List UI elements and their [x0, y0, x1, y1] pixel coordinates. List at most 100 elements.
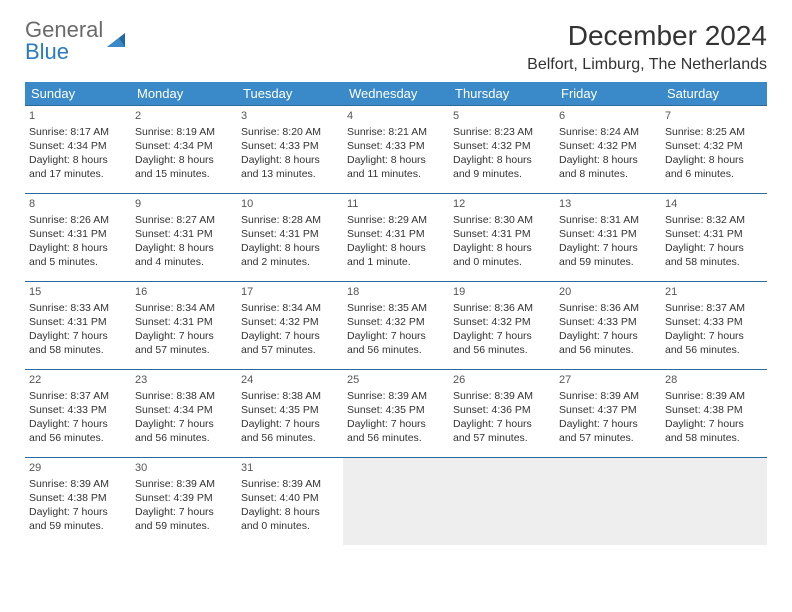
- sunset-line: Sunset: 4:32 PM: [453, 139, 551, 153]
- sunrise-line: Sunrise: 8:34 AM: [241, 301, 339, 315]
- calendar-day: 2Sunrise: 8:19 AMSunset: 4:34 PMDaylight…: [131, 106, 237, 194]
- day-header-row: SundayMondayTuesdayWednesdayThursdayFrid…: [25, 82, 767, 106]
- sunset-line: Sunset: 4:40 PM: [241, 491, 339, 505]
- daylight-line: Daylight: 8 hours and 6 minutes.: [665, 153, 763, 181]
- calendar-day: 24Sunrise: 8:38 AMSunset: 4:35 PMDayligh…: [237, 370, 343, 458]
- day-number: 5: [453, 109, 551, 124]
- sunset-line: Sunset: 4:35 PM: [347, 403, 445, 417]
- day-header: Friday: [555, 82, 661, 106]
- daylight-line: Daylight: 7 hours and 56 minutes.: [135, 417, 233, 445]
- sunrise-line: Sunrise: 8:37 AM: [29, 389, 127, 403]
- calendar-day: 9Sunrise: 8:27 AMSunset: 4:31 PMDaylight…: [131, 194, 237, 282]
- sunset-line: Sunset: 4:32 PM: [559, 139, 657, 153]
- daylight-line: Daylight: 7 hours and 57 minutes.: [135, 329, 233, 357]
- day-number: 12: [453, 197, 551, 212]
- calendar-day: 18Sunrise: 8:35 AMSunset: 4:32 PMDayligh…: [343, 282, 449, 370]
- day-number: 16: [135, 285, 233, 300]
- sunset-line: Sunset: 4:36 PM: [453, 403, 551, 417]
- calendar-day: 4Sunrise: 8:21 AMSunset: 4:33 PMDaylight…: [343, 106, 449, 194]
- sunset-line: Sunset: 4:37 PM: [559, 403, 657, 417]
- calendar-day: 17Sunrise: 8:34 AMSunset: 4:32 PMDayligh…: [237, 282, 343, 370]
- sunrise-line: Sunrise: 8:26 AM: [29, 213, 127, 227]
- sunset-line: Sunset: 4:31 PM: [135, 315, 233, 329]
- calendar-day: 22Sunrise: 8:37 AMSunset: 4:33 PMDayligh…: [25, 370, 131, 458]
- calendar-table: SundayMondayTuesdayWednesdayThursdayFrid…: [25, 82, 767, 545]
- daylight-line: Daylight: 8 hours and 17 minutes.: [29, 153, 127, 181]
- daylight-line: Daylight: 7 hours and 56 minutes.: [665, 329, 763, 357]
- calendar-day: 27Sunrise: 8:39 AMSunset: 4:37 PMDayligh…: [555, 370, 661, 458]
- daylight-line: Daylight: 8 hours and 0 minutes.: [241, 505, 339, 533]
- day-header: Tuesday: [237, 82, 343, 106]
- location: Belfort, Limburg, The Netherlands: [527, 56, 767, 74]
- day-number: 17: [241, 285, 339, 300]
- day-number: 22: [29, 373, 127, 388]
- day-header: Saturday: [661, 82, 767, 106]
- sunrise-line: Sunrise: 8:27 AM: [135, 213, 233, 227]
- calendar-day: 8Sunrise: 8:26 AMSunset: 4:31 PMDaylight…: [25, 194, 131, 282]
- daylight-line: Daylight: 7 hours and 58 minutes.: [29, 329, 127, 357]
- calendar-day: 25Sunrise: 8:39 AMSunset: 4:35 PMDayligh…: [343, 370, 449, 458]
- sunset-line: Sunset: 4:33 PM: [347, 139, 445, 153]
- sunrise-line: Sunrise: 8:34 AM: [135, 301, 233, 315]
- sunrise-line: Sunrise: 8:20 AM: [241, 125, 339, 139]
- daylight-line: Daylight: 7 hours and 56 minutes.: [347, 417, 445, 445]
- sunrise-line: Sunrise: 8:28 AM: [241, 213, 339, 227]
- calendar-day: 15Sunrise: 8:33 AMSunset: 4:31 PMDayligh…: [25, 282, 131, 370]
- calendar-day: 28Sunrise: 8:39 AMSunset: 4:38 PMDayligh…: [661, 370, 767, 458]
- sunrise-line: Sunrise: 8:36 AM: [559, 301, 657, 315]
- calendar-day: 31Sunrise: 8:39 AMSunset: 4:40 PMDayligh…: [237, 458, 343, 546]
- calendar-day: 30Sunrise: 8:39 AMSunset: 4:39 PMDayligh…: [131, 458, 237, 546]
- daylight-line: Daylight: 8 hours and 9 minutes.: [453, 153, 551, 181]
- calendar-day: 5Sunrise: 8:23 AMSunset: 4:32 PMDaylight…: [449, 106, 555, 194]
- calendar-day: [555, 458, 661, 546]
- calendar-day: 19Sunrise: 8:36 AMSunset: 4:32 PMDayligh…: [449, 282, 555, 370]
- daylight-line: Daylight: 7 hours and 56 minutes.: [241, 417, 339, 445]
- calendar-week: 15Sunrise: 8:33 AMSunset: 4:31 PMDayligh…: [25, 282, 767, 370]
- day-number: 3: [241, 109, 339, 124]
- sunrise-line: Sunrise: 8:39 AM: [665, 389, 763, 403]
- sunset-line: Sunset: 4:34 PM: [135, 403, 233, 417]
- sunrise-line: Sunrise: 8:32 AM: [665, 213, 763, 227]
- day-number: 25: [347, 373, 445, 388]
- daylight-line: Daylight: 7 hours and 58 minutes.: [665, 417, 763, 445]
- sunrise-line: Sunrise: 8:25 AM: [665, 125, 763, 139]
- sunset-line: Sunset: 4:35 PM: [241, 403, 339, 417]
- calendar-day: 23Sunrise: 8:38 AMSunset: 4:34 PMDayligh…: [131, 370, 237, 458]
- calendar-week: 22Sunrise: 8:37 AMSunset: 4:33 PM Dayligh…: [25, 370, 767, 458]
- calendar-week: 1Sunrise: 8:17 AMSunset: 4:34 PMDaylight…: [25, 106, 767, 194]
- sunset-line: Sunset: 4:31 PM: [135, 227, 233, 241]
- calendar-day: 14Sunrise: 8:32 AMSunset: 4:31 PMDayligh…: [661, 194, 767, 282]
- calendar-day: 16Sunrise: 8:34 AMSunset: 4:31 PMDayligh…: [131, 282, 237, 370]
- daylight-line: Daylight: 7 hours and 57 minutes.: [559, 417, 657, 445]
- sunset-line: Sunset: 4:31 PM: [29, 315, 127, 329]
- calendar-day: 26Sunrise: 8:39 AMSunset: 4:36 PMDayligh…: [449, 370, 555, 458]
- daylight-line: Daylight: 8 hours and 0 minutes.: [453, 241, 551, 269]
- day-number: 31: [241, 461, 339, 476]
- day-number: 6: [559, 109, 657, 124]
- logo: General Blue: [25, 20, 127, 64]
- day-number: 29: [29, 461, 127, 476]
- logo-word2: Blue: [25, 39, 69, 64]
- calendar-day: 12Sunrise: 8:30 AMSunset: 4:31 PMDayligh…: [449, 194, 555, 282]
- sunrise-line: Sunrise: 8:31 AM: [559, 213, 657, 227]
- day-number: 8: [29, 197, 127, 212]
- calendar-day: 29Sunrise: 8:39 AMSunset: 4:38 PMDayligh…: [25, 458, 131, 546]
- sunrise-line: Sunrise: 8:39 AM: [135, 477, 233, 491]
- sunset-line: Sunset: 4:31 PM: [559, 227, 657, 241]
- sunset-line: Sunset: 4:31 PM: [665, 227, 763, 241]
- sunset-line: Sunset: 4:33 PM: [665, 315, 763, 329]
- sunset-line: Sunset: 4:32 PM: [665, 139, 763, 153]
- calendar-day: [661, 458, 767, 546]
- daylight-line: Daylight: 7 hours and 57 minutes.: [241, 329, 339, 357]
- daylight-line: Daylight: 7 hours and 56 minutes.: [559, 329, 657, 357]
- sunset-line: Sunset: 4:31 PM: [347, 227, 445, 241]
- sunrise-line: Sunrise: 8:35 AM: [347, 301, 445, 315]
- daylight-line: Daylight: 8 hours and 8 minutes.: [559, 153, 657, 181]
- sunrise-line: Sunrise: 8:36 AM: [453, 301, 551, 315]
- sunrise-line: Sunrise: 8:17 AM: [29, 125, 127, 139]
- daylight-line: Daylight: 8 hours and 11 minutes.: [347, 153, 445, 181]
- daylight-line: Daylight: 7 hours and 59 minutes.: [29, 505, 127, 533]
- sunset-line: Sunset: 4:33 PM: [559, 315, 657, 329]
- sunset-line: Sunset: 4:33 PM: [29, 403, 127, 417]
- sunrise-line: Sunrise: 8:39 AM: [453, 389, 551, 403]
